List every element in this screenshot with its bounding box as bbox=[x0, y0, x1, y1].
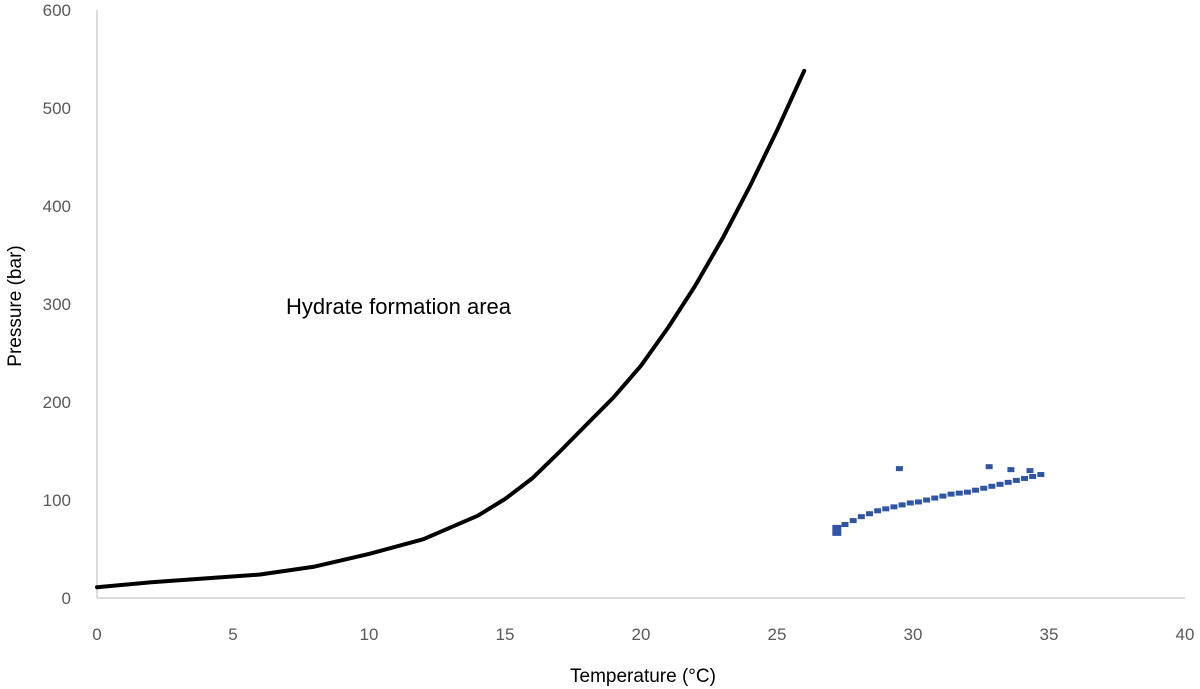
y-tick-labels: 0 100 200 300 400 500 600 bbox=[43, 1, 71, 608]
x-tick-label: 5 bbox=[228, 625, 237, 644]
data-point-marker bbox=[988, 483, 996, 489]
data-point-marker bbox=[914, 499, 922, 505]
data-point-marker bbox=[1026, 468, 1034, 474]
data-point-marker bbox=[841, 522, 849, 527]
y-tick-label: 0 bbox=[62, 589, 71, 608]
data-point-marker bbox=[947, 491, 955, 497]
data-point-marker bbox=[898, 502, 906, 508]
data-point-marker bbox=[895, 466, 903, 472]
data-point-marker bbox=[985, 464, 993, 470]
y-tick-label: 100 bbox=[43, 491, 71, 510]
y-tick-label: 400 bbox=[43, 197, 71, 216]
data-point-marker bbox=[963, 489, 971, 495]
data-point-marker bbox=[1007, 467, 1015, 473]
x-tick-label: 0 bbox=[92, 625, 101, 644]
hydrate-curve-line bbox=[95, 68, 807, 590]
data-point-marker bbox=[874, 508, 882, 514]
data-point-marker bbox=[1037, 472, 1045, 478]
y-tick-label: 200 bbox=[43, 393, 71, 412]
data-point-marker bbox=[882, 506, 890, 512]
y-axis-title: Pressure (bar) bbox=[5, 245, 26, 366]
data-point-marker bbox=[832, 524, 842, 536]
x-tick-label: 35 bbox=[1040, 625, 1059, 644]
data-point-marker bbox=[849, 518, 857, 524]
x-tick-label: 20 bbox=[632, 625, 651, 644]
x-tick-label: 40 bbox=[1176, 625, 1195, 644]
data-point-marker bbox=[923, 497, 931, 503]
data-point-marker bbox=[890, 504, 898, 510]
data-point-marker bbox=[1012, 477, 1020, 483]
y-tick-label: 600 bbox=[43, 1, 71, 20]
x-axis-title: Temperature (°C) bbox=[570, 666, 716, 687]
data-point-marker bbox=[996, 481, 1004, 487]
data-point-marker bbox=[980, 485, 988, 491]
x-tick-label: 30 bbox=[904, 625, 923, 644]
data-point-marker bbox=[972, 487, 980, 493]
data-point-marker bbox=[939, 493, 947, 499]
axes bbox=[96, 10, 1185, 599]
y-tick-label: 500 bbox=[43, 99, 71, 118]
x-tick-labels: 0 5 10 15 20 25 30 35 40 bbox=[92, 625, 1194, 644]
series-layer bbox=[95, 68, 1045, 590]
data-point-marker bbox=[1021, 475, 1029, 481]
x-tick-label: 15 bbox=[496, 625, 515, 644]
y-tick-label: 300 bbox=[43, 295, 71, 314]
x-tick-label: 10 bbox=[360, 625, 379, 644]
hydrate-formation-area-label: Hydrate formation area bbox=[286, 294, 512, 319]
data-point-marker bbox=[931, 495, 939, 501]
data-point-marker bbox=[1029, 473, 1037, 479]
x-tick-label: 25 bbox=[768, 625, 787, 644]
data-point-marker bbox=[906, 500, 914, 506]
data-point-marker bbox=[1004, 479, 1012, 485]
data-point-marker bbox=[865, 511, 873, 517]
data-point-marker bbox=[857, 514, 865, 520]
data-point-marker bbox=[955, 490, 963, 496]
